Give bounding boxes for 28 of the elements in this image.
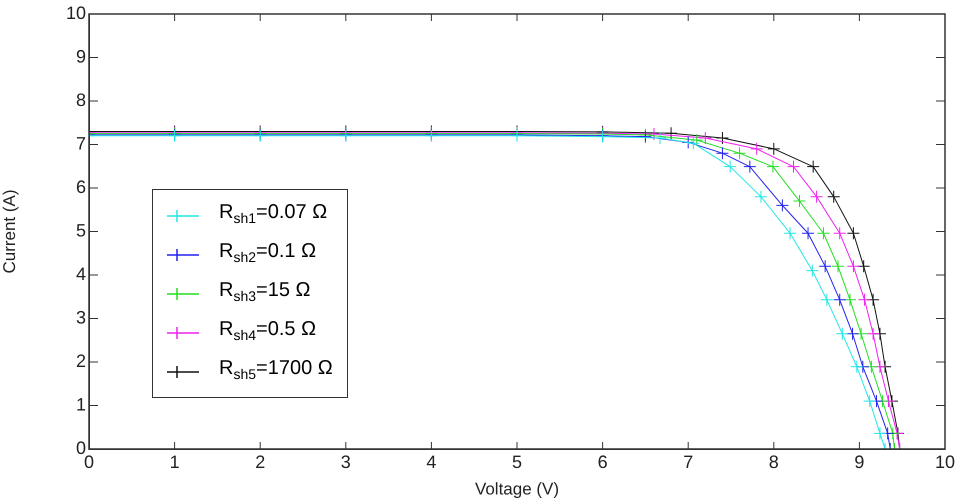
x-tick-label: 3: [340, 452, 351, 472]
y-tick-label: 1: [76, 394, 86, 414]
x-tick-label: 2: [255, 452, 266, 472]
x-tick-label: 10: [934, 452, 956, 472]
y-tick-label: 10: [66, 2, 86, 23]
x-tick-label: 5: [512, 452, 522, 472]
y-tick-label: 5: [76, 220, 86, 240]
y-tick-label: 0: [76, 438, 86, 458]
y-tick-label: 6: [76, 176, 86, 197]
x-tick-label: 1: [170, 452, 180, 472]
x-tick-label: 9: [854, 452, 864, 472]
x-axis-title: Voltage (V): [474, 479, 560, 498]
legend-label: R$_{sh4}$=0.5 Ω: [219, 317, 316, 345]
y-tick-label: 9: [76, 46, 86, 66]
y-tick-label: 3: [76, 307, 86, 328]
legend-label: R$_{sh2}$=0.1 Ω: [219, 239, 316, 267]
y-tick-label: 7: [76, 133, 86, 154]
y-tick-label: 4: [76, 264, 86, 284]
legend-label: R$_{sh1}$=0.07 Ω: [219, 200, 328, 228]
x-tick-label: 8: [768, 452, 779, 472]
y-tick-label: 8: [76, 90, 86, 110]
legend-label: R$_{sh5}$=1700 Ω: [219, 356, 333, 384]
x-tick-label: 4: [426, 452, 436, 472]
x-tick-label: 6: [598, 452, 608, 472]
y-axis-title: Current (A): [0, 189, 19, 274]
x-tick-label: 7: [683, 452, 694, 472]
legend-label: R$_{sh3}$=15 Ω: [219, 278, 310, 306]
y-tick-label: 2: [76, 350, 86, 371]
